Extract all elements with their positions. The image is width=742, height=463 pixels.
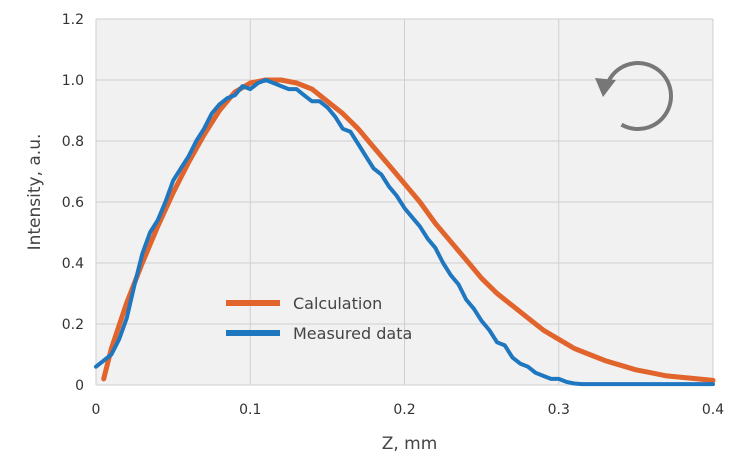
series-layer — [94, 77, 716, 387]
series-line-calculation — [101, 77, 716, 383]
x-tick-label: 0.3 — [548, 402, 570, 418]
y-tick-label: 1.2 — [62, 12, 84, 28]
series-line-measured-data — [94, 78, 715, 387]
x-tick-label: 0.4 — [702, 402, 724, 418]
y-tick-label: 0.6 — [62, 195, 84, 211]
rotate-arc — [603, 61, 673, 131]
x-tick-label: 0.1 — [239, 402, 261, 418]
y-tick-label: 0.4 — [62, 256, 84, 272]
legend-label-measured-data: Measured data — [293, 324, 412, 343]
legend-label-calculation: Calculation — [293, 294, 382, 313]
legend: Calculation Measured data — [226, 294, 412, 343]
x-tick-label: 0.2 — [393, 402, 415, 418]
rotate-ccw-icon — [595, 61, 673, 131]
y-tick-label: 0.2 — [62, 317, 84, 333]
y-tick-label: 1.0 — [62, 73, 84, 89]
x-axis-title: Z, mm — [382, 434, 438, 454]
y-tick-label: 0 — [75, 378, 84, 394]
x-tick-label: 0 — [92, 402, 101, 418]
rotate-arrowhead — [595, 78, 616, 97]
y-tick-labels: 0 0.2 0.4 0.6 0.8 1.0 1.2 — [62, 12, 84, 394]
x-tick-labels: 0 0.1 0.2 0.3 0.4 — [92, 402, 725, 418]
y-axis-title: Intensity, a.u. — [25, 134, 45, 251]
y-tick-label: 0.8 — [62, 134, 84, 150]
